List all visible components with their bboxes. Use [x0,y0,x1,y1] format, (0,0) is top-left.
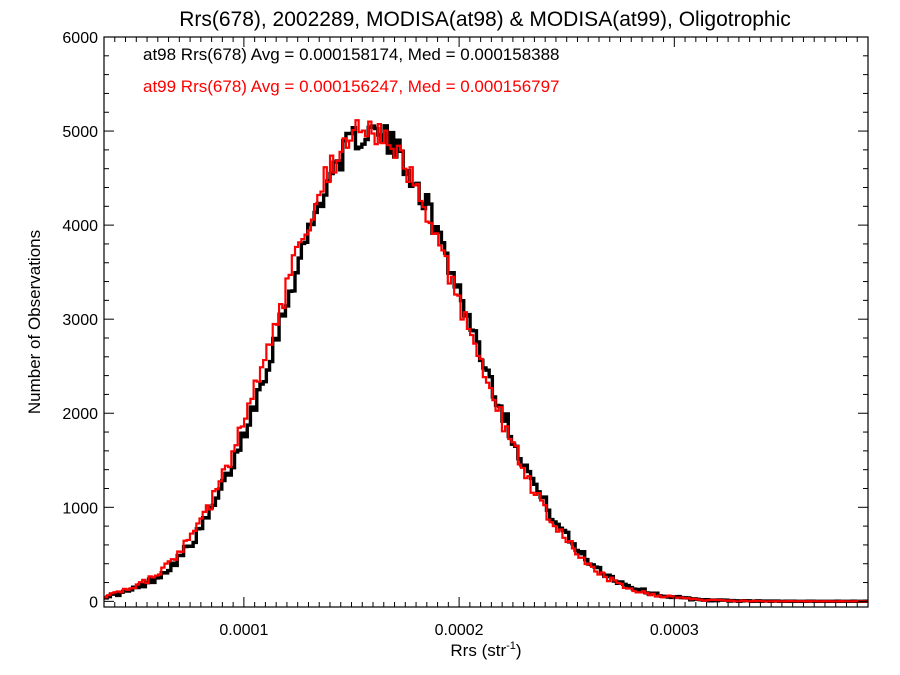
y-tick-label: 4000 [62,218,98,235]
y-tick-label: 0 [89,594,98,611]
x-axis-label-superscript: -1 [506,640,516,652]
y-tick-label: 3000 [62,312,98,329]
x-axis-label-close: ) [516,641,522,660]
x-tick-label: 0.0003 [650,622,699,639]
chart-title: Rrs(678), 2002289, MODISA(at98) & MODISA… [179,8,791,31]
x-axis: 0.0001 0.0002 0.0003 [103,37,869,639]
y-tick-label: 6000 [62,30,98,47]
series-line-at99 [104,119,868,603]
y-tick-label: 1000 [62,500,98,517]
x-axis-label-base: Rrs (str [450,641,506,660]
plot-frame [103,36,869,608]
series-line-at98 [104,124,868,604]
plot-series [104,119,868,604]
x-axis-label: Rrs (str-1) [450,640,521,660]
x-tick-label: 0.0001 [219,622,268,639]
y-axis: 0 1000 2000 3000 4000 5000 6000 [62,30,868,611]
legend-entry-at98: at98 Rrs(678) Avg = 0.000158174, Med = 0… [143,45,560,64]
y-tick-label: 2000 [62,406,98,423]
y-axis-label: Number of Observations [25,230,44,414]
legend-entry-at99: at99 Rrs(678) Avg = 0.000156247, Med = 0… [143,77,560,96]
x-tick-label: 0.0002 [435,622,484,639]
y-tick-label: 5000 [62,124,98,141]
